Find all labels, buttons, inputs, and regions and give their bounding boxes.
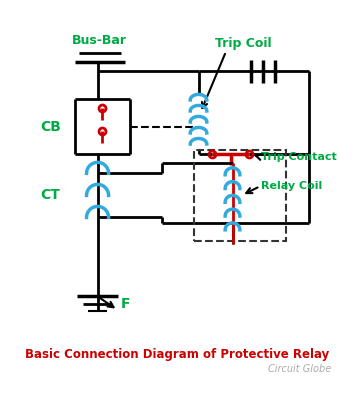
Text: F: F [120,297,130,311]
Text: Trip Contact: Trip Contact [261,152,337,162]
Text: Circuit Globe: Circuit Globe [268,364,332,374]
Text: Trip Coil: Trip Coil [215,38,272,50]
Text: CT: CT [41,188,60,202]
Text: Relay Coil: Relay Coil [261,181,322,191]
Text: CB: CB [41,120,61,134]
Text: Bus-Bar: Bus-Bar [72,34,127,47]
Text: Basic Connection Diagram of Protective Relay: Basic Connection Diagram of Protective R… [25,348,329,361]
